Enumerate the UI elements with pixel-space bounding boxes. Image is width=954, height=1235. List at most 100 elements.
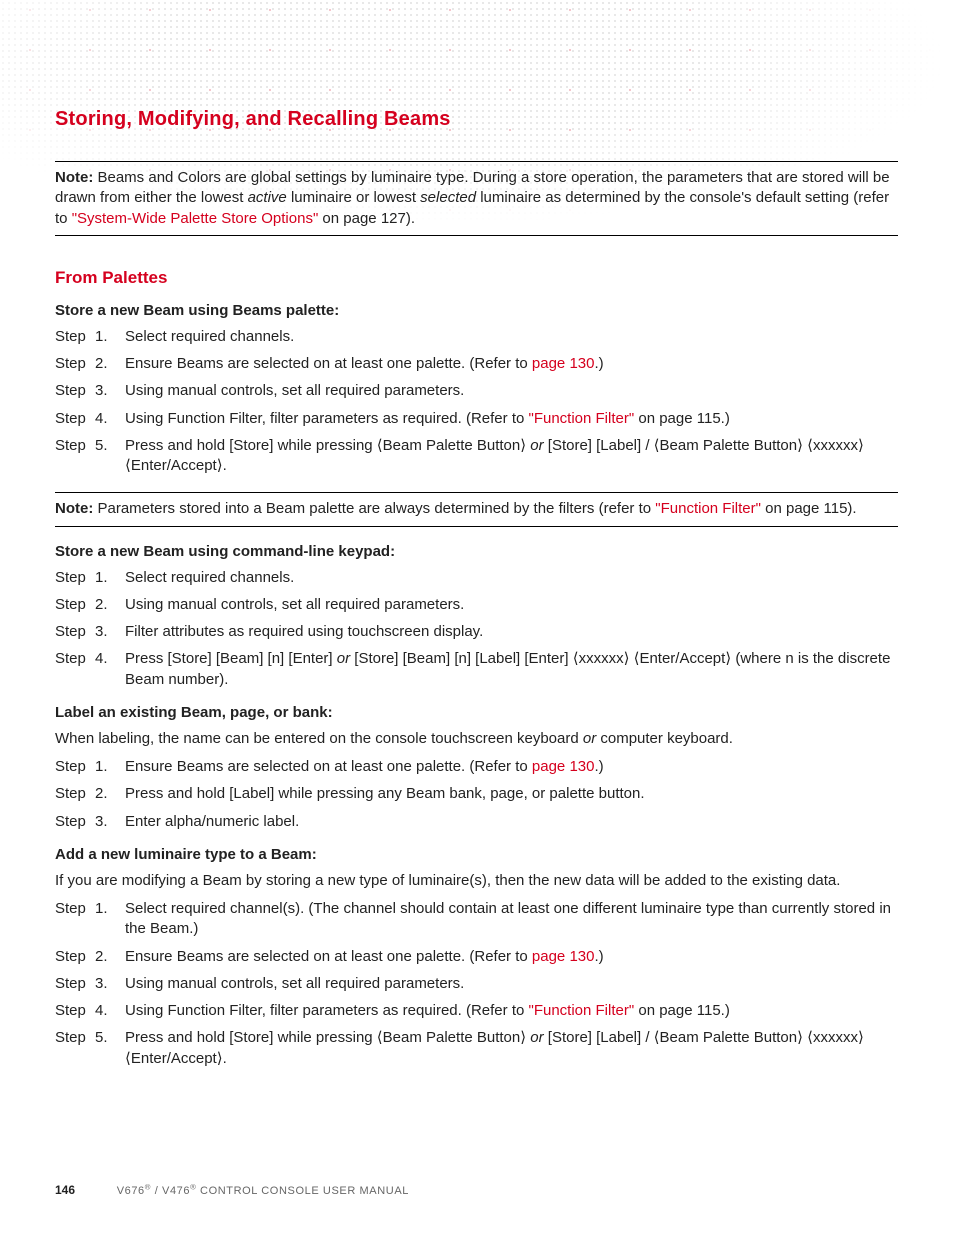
cross-ref-link[interactable]: page 130	[532, 948, 595, 965]
step-word: Step	[55, 784, 95, 804]
step-text: on page 115.)	[634, 1002, 730, 1019]
step-body: Press [Store] [Beam] [n] [Enter] or [Sto…	[125, 649, 898, 690]
step-italic: or	[530, 437, 543, 454]
step-word: Step	[55, 1028, 95, 1069]
cross-ref-link[interactable]: page 130	[532, 758, 595, 775]
note-mid: Note: Parameters stored into a Beam pale…	[55, 499, 898, 519]
step-word: Step	[55, 381, 95, 401]
step: Step 4. Press [Store] [Beam] [n] [Enter]…	[55, 649, 898, 690]
procedure-title: Store a new Beam using Beams palette:	[55, 302, 898, 319]
note-label: Note:	[55, 169, 93, 186]
procedure-title: Add a new luminaire type to a Beam:	[55, 846, 898, 863]
step-number: 5.	[95, 436, 125, 477]
step-text: Ensure Beams are selected on at least on…	[125, 758, 532, 775]
step-text: Press [Store] [Beam] [n] [Enter]	[125, 650, 337, 667]
step-body: Ensure Beams are selected on at least on…	[125, 354, 898, 374]
note-text: on page 127).	[318, 210, 415, 227]
footer-doc-title: V676® / V476® CONTROL CONSOLE USER MANUA…	[117, 1185, 409, 1197]
step-word: Step	[55, 1001, 95, 1021]
cross-ref-link[interactable]: "Function Filter"	[655, 500, 761, 517]
step-body: Using manual controls, set all required …	[125, 381, 898, 401]
procedure-title: Label an existing Beam, page, or bank:	[55, 704, 898, 721]
horizontal-rule	[55, 492, 898, 493]
step: Step 1. Select required channel(s). (The…	[55, 899, 898, 940]
step-number: 1.	[95, 757, 125, 777]
page-content: Storing, Modifying, and Recalling Beams …	[55, 108, 898, 1076]
step-word: Step	[55, 974, 95, 994]
step-body: Using Function Filter, filter parameters…	[125, 1001, 898, 1021]
step-body: Ensure Beams are selected on at least on…	[125, 757, 898, 777]
step-word: Step	[55, 568, 95, 588]
step: Step 3. Using manual controls, set all r…	[55, 974, 898, 994]
step-text: Using Function Filter, filter parameters…	[125, 1002, 529, 1019]
step-body: Ensure Beams are selected on at least on…	[125, 947, 898, 967]
step-text: Using Function Filter, filter parameters…	[125, 410, 529, 427]
step-text: Ensure Beams are selected on at least on…	[125, 355, 532, 372]
step-body: Select required channel(s). (The channel…	[125, 899, 898, 940]
step-word: Step	[55, 354, 95, 374]
procedure-intro: If you are modifying a Beam by storing a…	[55, 871, 898, 891]
step: Step 5. Press and hold [Store] while pre…	[55, 1028, 898, 1069]
intro-italic: or	[583, 730, 596, 747]
step: Step 1. Select required channels.	[55, 568, 898, 588]
step: Step 3. Enter alpha/numeric label.	[55, 812, 898, 832]
note-top: Note: Beams and Colors are global settin…	[55, 168, 898, 229]
step-text: on page 115.)	[634, 410, 730, 427]
step: Step 1. Ensure Beams are selected on at …	[55, 757, 898, 777]
horizontal-rule	[55, 161, 898, 162]
step-number: 3.	[95, 974, 125, 994]
step-text: .)	[594, 355, 603, 372]
step: Step 4. Using Function Filter, filter pa…	[55, 1001, 898, 1021]
step-italic: or	[530, 1029, 543, 1046]
subheading: From Palettes	[55, 268, 898, 288]
step-text: Ensure Beams are selected on at least on…	[125, 948, 532, 965]
step-italic: or	[337, 650, 350, 667]
step-word: Step	[55, 436, 95, 477]
step-number: 4.	[95, 649, 125, 690]
step-number: 3.	[95, 812, 125, 832]
note-text: Parameters stored into a Beam palette ar…	[93, 500, 655, 517]
cross-ref-link[interactable]: "Function Filter"	[529, 1002, 635, 1019]
step: Step 1. Select required channels.	[55, 327, 898, 347]
step-number: 2.	[95, 595, 125, 615]
step-word: Step	[55, 947, 95, 967]
step: Step 3. Using manual controls, set all r…	[55, 381, 898, 401]
note-label: Note:	[55, 500, 93, 517]
step-list: Step 1. Select required channel(s). (The…	[55, 899, 898, 1069]
step-number: 2.	[95, 354, 125, 374]
step-body: Filter attributes as required using touc…	[125, 622, 898, 642]
step: Step 2. Ensure Beams are selected on at …	[55, 947, 898, 967]
intro-text: computer keyboard.	[596, 730, 733, 747]
note-block: Note: Parameters stored into a Beam pale…	[55, 492, 898, 526]
step-word: Step	[55, 622, 95, 642]
step: Step 2. Press and hold [Label] while pre…	[55, 784, 898, 804]
step-number: 5.	[95, 1028, 125, 1069]
step-number: 1.	[95, 568, 125, 588]
page-number: 146	[55, 1183, 75, 1197]
horizontal-rule	[55, 235, 898, 236]
note-text: on page 115).	[761, 500, 857, 517]
step: Step 4. Using Function Filter, filter pa…	[55, 409, 898, 429]
cross-ref-link[interactable]: "System-Wide Palette Store Options"	[72, 210, 319, 227]
step-body: Enter alpha/numeric label.	[125, 812, 898, 832]
step: Step 3. Filter attributes as required us…	[55, 622, 898, 642]
cross-ref-link[interactable]: page 130	[532, 355, 595, 372]
cross-ref-link[interactable]: "Function Filter"	[529, 410, 635, 427]
step: Step 5. Press and hold [Store] while pre…	[55, 436, 898, 477]
step-number: 4.	[95, 409, 125, 429]
step-body: Using manual controls, set all required …	[125, 595, 898, 615]
step-number: 3.	[95, 381, 125, 401]
note-italic: selected	[420, 189, 476, 206]
step-body: Using Function Filter, filter parameters…	[125, 409, 898, 429]
step-text: Press and hold [Store] while pressing ⟨B…	[125, 1029, 530, 1046]
intro-text: When labeling, the name can be entered o…	[55, 730, 583, 747]
page-footer: 146 V676® / V476® CONTROL CONSOLE USER M…	[55, 1182, 898, 1197]
step-number: 4.	[95, 1001, 125, 1021]
procedure-title: Store a new Beam using command-line keyp…	[55, 543, 898, 560]
step-number: 1.	[95, 899, 125, 940]
step-body: Press and hold [Label] while pressing an…	[125, 784, 898, 804]
step-number: 1.	[95, 327, 125, 347]
horizontal-rule	[55, 526, 898, 527]
step-list: Step 1. Select required channels. Step 2…	[55, 327, 898, 477]
step-body: Press and hold [Store] while pressing ⟨B…	[125, 436, 898, 477]
